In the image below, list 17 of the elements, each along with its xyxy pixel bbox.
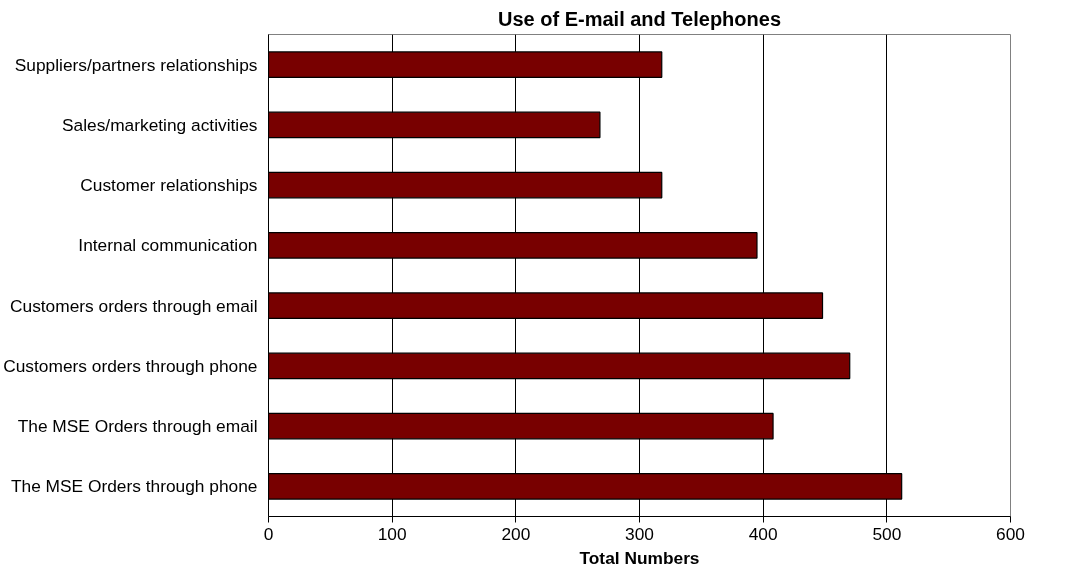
y-tick-label: Customers orders through phone: [3, 355, 258, 376]
x-tick-label: 200: [501, 523, 531, 544]
y-tick-label: Suppliers/partners relationships: [14, 54, 258, 75]
y-tick-label: The MSE Orders through email: [17, 416, 258, 437]
y-tick-label: Customer relationships: [80, 175, 258, 196]
x-tick-label: 300: [625, 523, 654, 544]
x-tick-label: 400: [748, 523, 778, 544]
x-tick-label: 0: [263, 523, 274, 544]
x-axis-title: Total Numbers: [579, 547, 700, 568]
x-tick-label: 100: [377, 523, 407, 544]
chart-title: Use of E-mail and Telephones: [497, 7, 782, 30]
y-tick-label: Sales/marketing activities: [62, 114, 258, 135]
x-tick-label: 600: [996, 523, 1025, 544]
y-tick-label: The MSE Orders through phone: [10, 476, 258, 497]
y-tick-label: Internal communication: [78, 235, 258, 256]
y-tick-label: Customers orders through email: [9, 295, 258, 316]
x-tick-label: 500: [872, 523, 902, 544]
